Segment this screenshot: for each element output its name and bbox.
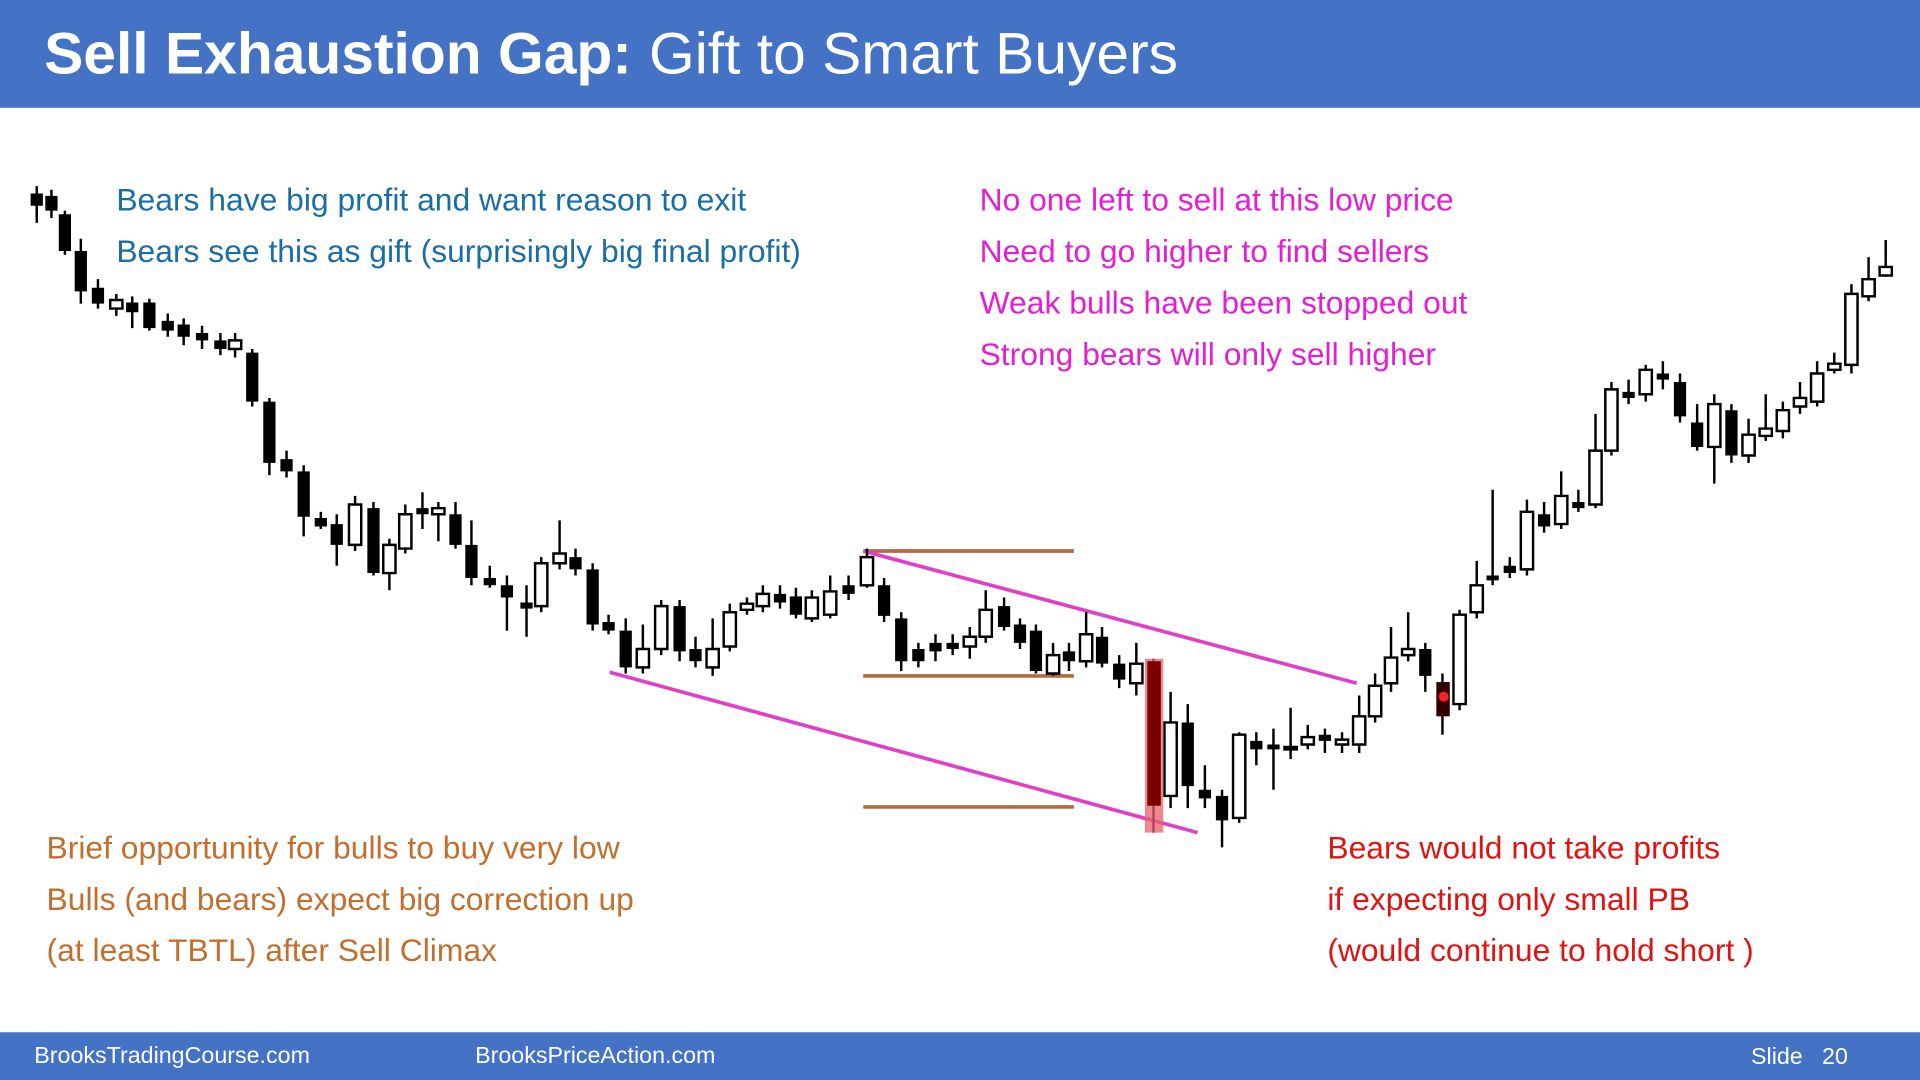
note-line: Bears have big profit and want reason to… (116, 182, 746, 218)
no-sellers-note: No one left to sell at this low price Ne… (980, 182, 1468, 372)
bull-bodies (108, 265, 1894, 820)
slide-label: Slide (1751, 1043, 1803, 1069)
title-bold: Sell Exhaustion Gap: (44, 21, 632, 86)
footer-site: BrooksPriceAction.com (475, 1042, 715, 1068)
note-line: (would continue to hold short ) (1327, 932, 1753, 968)
footer-bar (0, 1032, 1920, 1080)
wicks (35, 186, 1887, 848)
note-line: Bulls (and bears) expect big correction … (47, 881, 634, 917)
channel-lines (609, 549, 1358, 835)
footer-site: BrooksTradingCourse.com (34, 1042, 310, 1068)
bear-bodies (30, 193, 1738, 821)
bears-hold-note: Bears would not take profits if expectin… (1327, 829, 1753, 968)
climax-bar (1147, 661, 1161, 806)
slide-title: Sell Exhaustion Gap: Gift to Smart Buyers (44, 21, 1178, 86)
bears-exit-note: Bears have big profit and want reason to… (116, 182, 801, 269)
title-rest: Gift to Smart Buyers (649, 21, 1178, 86)
note-line: Strong bears will only sell higher (980, 336, 1437, 372)
note-line: Bears would not take profits (1327, 829, 1720, 865)
note-line: Brief opportunity for bulls to buy very … (47, 829, 621, 865)
signal-dot (1438, 691, 1449, 702)
note-line: Need to go higher to find sellers (980, 233, 1429, 269)
note-line: Bears see this as gift (surprisingly big… (116, 233, 801, 269)
candlestick-illustration (30, 186, 1894, 848)
note-line: No one left to sell at this low price (980, 182, 1454, 218)
range-lines (863, 549, 1074, 809)
note-line: Weak bulls have been stopped out (980, 284, 1468, 320)
note-line: (at least TBTL) after Sell Climax (47, 932, 498, 968)
title-bar (0, 0, 1920, 108)
bulls-buy-note: Brief opportunity for bulls to buy very … (47, 829, 634, 968)
note-line: if expecting only small PB (1327, 881, 1690, 917)
slide-number: 20 (1822, 1043, 1848, 1069)
